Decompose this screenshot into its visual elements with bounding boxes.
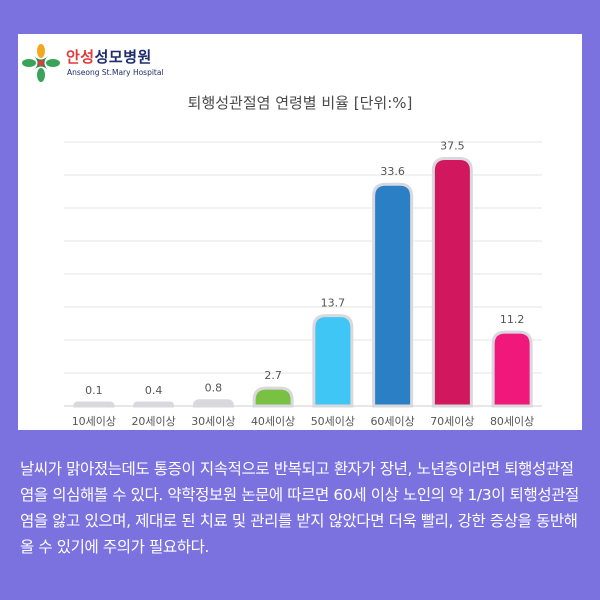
data-label: 0.4 xyxy=(145,384,163,397)
x-tick-label: 10세이상 xyxy=(72,415,116,428)
x-tick-label: 20세이상 xyxy=(131,415,175,428)
bar-80세이상 xyxy=(491,330,533,408)
data-label: 37.5 xyxy=(440,140,465,153)
bar-60세이상 xyxy=(372,182,414,408)
bar-10세이상 xyxy=(73,401,115,408)
infographic-card: 안성성모병원 Anseong St.Mary Hospital 퇴행성관절염 연… xyxy=(18,34,582,430)
x-tick-label: 80세이상 xyxy=(490,415,534,428)
description-text: 날씨가 맑아졌는데도 통증이 지속적으로 반복되고 환자가 장년, 노년층이라면… xyxy=(20,460,579,556)
data-label: 2.7 xyxy=(264,369,282,382)
bar-chart: 0.1 10세이상 0.4 20세이상 0.8 30세이상 2.7 40세이상 13.7 50세이… xyxy=(64,140,542,428)
hospital-name: 안성성모병원 xyxy=(66,48,152,66)
data-label: 11.2 xyxy=(500,313,525,326)
x-tick-label: 40세이상 xyxy=(251,415,295,428)
data-label: 0.1 xyxy=(85,384,103,397)
bar-70세이상 xyxy=(431,157,473,408)
hospital-logo-icon xyxy=(22,44,60,82)
bar-20세이상 xyxy=(133,401,175,408)
chart-title: 퇴행성관절염 연령별 비율 [단위:%] xyxy=(187,94,413,112)
hospital-english-name: Anseong St.Mary Hospital xyxy=(67,68,164,77)
data-label: 0.8 xyxy=(205,382,223,395)
bar-50세이상 xyxy=(312,314,354,408)
x-tick-label: 30세이상 xyxy=(191,415,235,428)
x-tick-label: 70세이상 xyxy=(430,415,474,428)
bar-40세이상 xyxy=(252,386,294,408)
data-label: 33.6 xyxy=(380,165,405,178)
x-tick-label: 50세이상 xyxy=(311,415,355,428)
x-tick-label: 60세이상 xyxy=(370,415,414,428)
hospital-logo: 안성성모병원 Anseong St.Mary Hospital xyxy=(20,42,180,86)
data-label: 13.7 xyxy=(321,297,346,310)
bar-30세이상 xyxy=(192,399,234,408)
